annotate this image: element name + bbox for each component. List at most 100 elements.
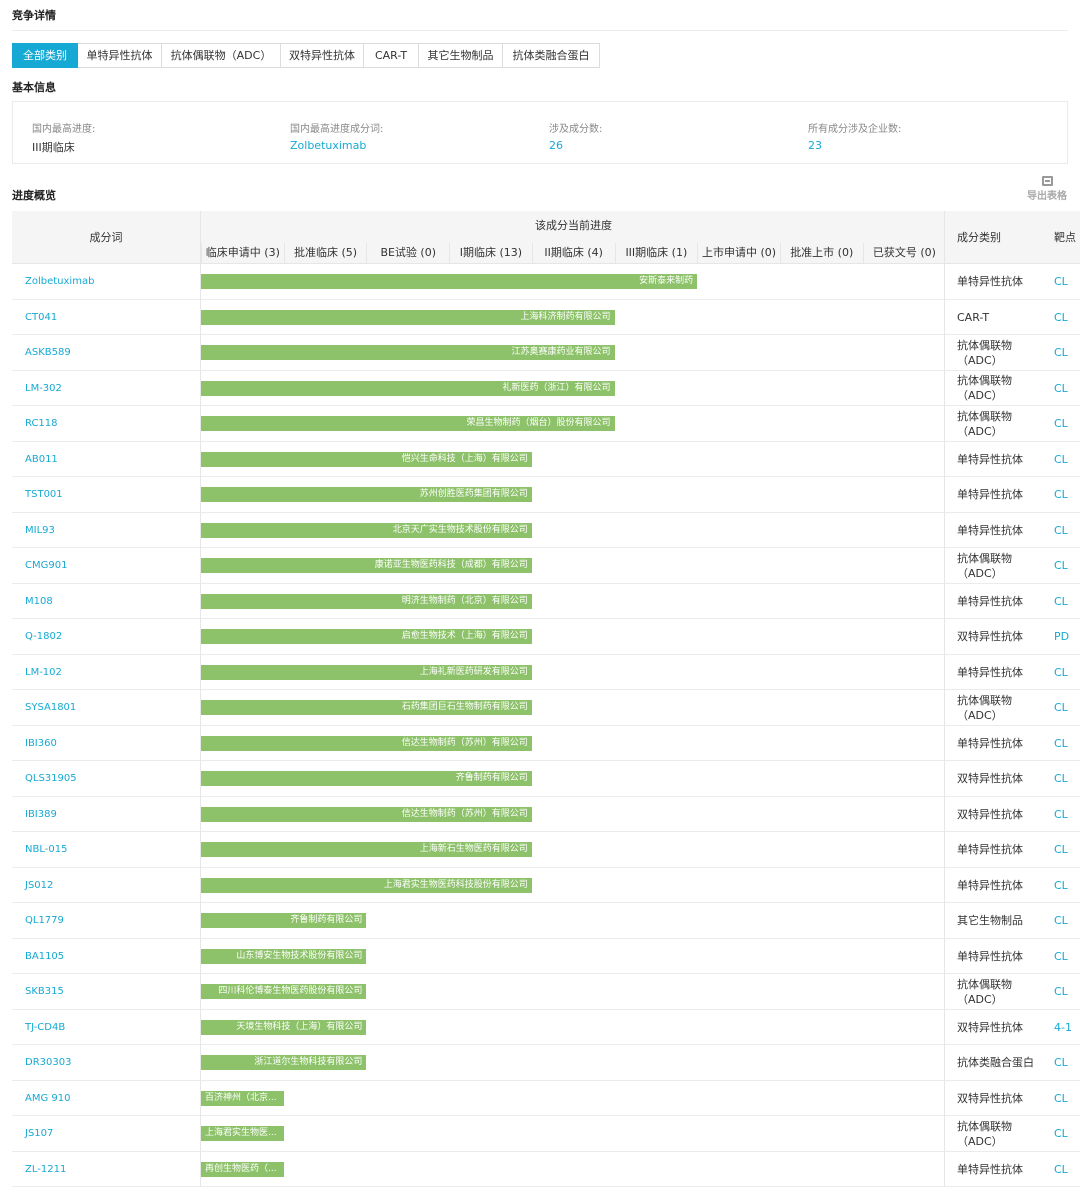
progress-bar[interactable]: 启愈生物技术（上海）有限公司 <box>201 629 532 644</box>
header-stage[interactable]: I期临床 (13) <box>449 243 532 264</box>
progress-bar[interactable]: 安斯泰来制药 <box>201 274 698 289</box>
ingredient-link[interactable]: Zolbetuximab <box>25 276 95 287</box>
target-link[interactable]: CL <box>1054 878 1068 892</box>
ingredient-link[interactable]: CMG901 <box>25 560 68 571</box>
ingredient-link[interactable]: JS012 <box>25 879 54 891</box>
progress-bar[interactable]: 浙江道尔生物科技有限公司 <box>201 1055 367 1070</box>
header-stage[interactable]: 批准临床 (5) <box>283 243 367 264</box>
ingredient-link[interactable]: ASKB589 <box>25 347 71 358</box>
export-table-button[interactable]: 导出表格 <box>1024 176 1070 202</box>
target-link[interactable]: CL <box>1054 1056 1068 1069</box>
progress-bar[interactable]: 北京天广实生物技术股份有限公司 <box>201 522 532 538</box>
progress-bar[interactable]: 上海新石生物医药有限公司 <box>201 842 532 857</box>
progress-bar[interactable]: 齐鲁制药有限公司 <box>201 913 367 928</box>
ingredient-link[interactable]: QLS31905 <box>25 773 77 784</box>
ingredient-link[interactable]: AB011 <box>25 453 58 465</box>
progress-bar[interactable]: 上海君实生物医... <box>201 1126 284 1141</box>
tab-fusion-protein[interactable]: 抗体类融合蛋白 <box>503 43 600 68</box>
progress-bar[interactable]: 上海君实生物医药科技股份有限公司 <box>201 877 532 893</box>
progress-bar[interactable]: 恺兴生命科技（上海）有限公司 <box>201 451 532 467</box>
target-link[interactable]: CL <box>1054 1127 1068 1140</box>
progress-bar[interactable]: 百济神州（北京... <box>201 1090 284 1106</box>
target-link[interactable]: CL <box>1054 772 1068 785</box>
progress-bar[interactable]: 齐鲁制药有限公司 <box>201 771 532 786</box>
target-link[interactable]: CL <box>1054 665 1068 679</box>
target-link[interactable]: CL <box>1054 1091 1068 1105</box>
target-link[interactable]: CL <box>1054 559 1068 572</box>
tab-other-biologics[interactable]: 其它生物制品 <box>419 43 503 68</box>
progress-overview-title: 进度概览 <box>12 189 56 202</box>
progress-bar[interactable]: 天境生物科技（上海）有限公司 <box>201 1019 367 1035</box>
header-stage[interactable]: 上市申请中 (0) <box>697 243 780 264</box>
target-link[interactable]: CL <box>1054 843 1068 856</box>
target-link[interactable]: CL <box>1054 736 1068 750</box>
ingredient-link[interactable]: LM-302 <box>25 382 62 394</box>
header-stage[interactable]: II期临床 (4) <box>531 243 615 264</box>
target-link[interactable]: CL <box>1054 381 1068 395</box>
target-link[interactable]: CL <box>1054 701 1068 714</box>
target-link[interactable]: CL <box>1054 346 1068 359</box>
ingredient-link[interactable]: TJ-CD4B <box>25 1021 66 1033</box>
ingredient-link[interactable]: Q-1802 <box>25 631 63 642</box>
ingredient-link[interactable]: AMG 910 <box>25 1092 71 1104</box>
header-stage[interactable]: 批准上市 (0) <box>779 243 863 264</box>
ingredient-link[interactable]: IBI389 <box>25 808 57 820</box>
tab-all[interactable]: 全部类别 <box>12 43 78 68</box>
tab-monospecific[interactable]: 单特异性抗体 <box>78 43 162 68</box>
ingredient-link[interactable]: RC118 <box>25 418 58 429</box>
ingredient-link[interactable]: TST001 <box>25 489 63 500</box>
progress-bar[interactable]: 上海科济制药有限公司 <box>201 309 615 325</box>
progress-bar[interactable]: 康诺亚生物医药科技（成都）有限公司 <box>201 558 532 573</box>
ingredient-link[interactable]: JS107 <box>25 1128 54 1139</box>
progress-bar[interactable]: 石药集团巨石生物制药有限公司 <box>201 700 532 715</box>
header-stage[interactable]: BE试验 (0) <box>366 243 449 264</box>
target-link[interactable]: CL <box>1054 488 1068 501</box>
target-link[interactable]: 4-1 <box>1054 1020 1072 1034</box>
ingredient-link[interactable]: LM-102 <box>25 666 62 678</box>
progress-bar[interactable]: 苏州创胜医药集团有限公司 <box>201 487 532 502</box>
ingredient-link[interactable]: M108 <box>25 595 53 607</box>
info-value-link[interactable]: 23 <box>808 139 822 152</box>
tab-car-t[interactable]: CAR-T <box>364 43 419 68</box>
info-value-link[interactable]: 26 <box>549 139 563 152</box>
info-value-link[interactable]: Zolbetuximab <box>290 139 367 152</box>
ingredient-link[interactable]: QL1779 <box>25 915 64 926</box>
progress-cell: 再创生物医药（... <box>200 1151 945 1187</box>
progress-bar[interactable]: 礼新医药（浙江）有限公司 <box>201 380 615 396</box>
tab-bispecific[interactable]: 双特异性抗体 <box>281 43 364 68</box>
header-stage[interactable]: 临床申请中 (3) <box>201 243 284 264</box>
progress-bar[interactable]: 江苏奥赛康药业有限公司 <box>201 345 615 360</box>
target-link[interactable]: CL <box>1054 523 1068 537</box>
ingredient-link[interactable]: NBL-015 <box>25 844 68 855</box>
progress-bar[interactable]: 上海礼新医药研发有限公司 <box>201 664 532 680</box>
header-stage[interactable]: 已获文号 (0) <box>862 243 946 264</box>
ingredient-link[interactable]: BA1105 <box>25 950 65 962</box>
ingredient-link[interactable]: IBI360 <box>25 737 57 749</box>
ingredient-link[interactable]: SKB315 <box>25 986 64 997</box>
progress-bar[interactable]: 山东博安生物技术股份有限公司 <box>201 948 367 964</box>
ingredient-link[interactable]: DR30303 <box>25 1057 72 1068</box>
progress-bar[interactable]: 明济生物制药（北京）有限公司 <box>201 593 532 609</box>
target-link[interactable]: CL <box>1054 275 1068 288</box>
progress-bar[interactable]: 再创生物医药（... <box>201 1161 284 1177</box>
target-link[interactable]: CL <box>1054 310 1068 324</box>
target-link[interactable]: CL <box>1054 417 1068 430</box>
target-link[interactable]: CL <box>1054 452 1068 466</box>
ingredient-link[interactable]: CT041 <box>25 311 58 323</box>
ingredient-link[interactable]: MIL93 <box>25 524 55 536</box>
target-link[interactable]: CL <box>1054 594 1068 608</box>
progress-bar[interactable]: 信达生物制药（苏州）有限公司 <box>201 735 532 751</box>
progress-bar[interactable]: 四川科伦博泰生物医药股份有限公司 <box>201 984 367 999</box>
progress-bar[interactable]: 荣昌生物制药（烟台）股份有限公司 <box>201 416 615 431</box>
header-stage[interactable]: III期临床 (1) <box>614 243 698 264</box>
target-link[interactable]: PD <box>1054 630 1070 643</box>
ingredient-link[interactable]: ZL-1211 <box>25 1163 67 1175</box>
target-link[interactable]: CL <box>1054 949 1068 963</box>
tab-adc[interactable]: 抗体偶联物（ADC） <box>162 43 281 68</box>
target-link[interactable]: CL <box>1054 914 1068 927</box>
target-link[interactable]: CL <box>1054 985 1068 998</box>
target-link[interactable]: CL <box>1054 1162 1068 1176</box>
progress-bar[interactable]: 信达生物制药（苏州）有限公司 <box>201 806 532 822</box>
target-link[interactable]: CL <box>1054 807 1068 821</box>
ingredient-link[interactable]: SYSA1801 <box>25 702 77 713</box>
